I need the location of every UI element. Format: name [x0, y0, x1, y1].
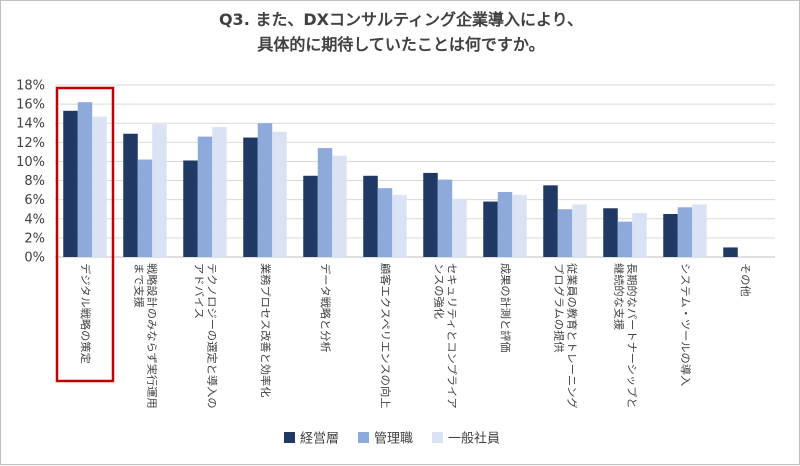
- bar: [392, 194, 407, 257]
- x-tick-label-line: 従業員の教育とトレーニング: [566, 263, 579, 409]
- bar: [197, 136, 213, 257]
- y-tick-label: 10%: [16, 155, 45, 170]
- legend-item: 管理職: [358, 432, 413, 447]
- bar: [723, 247, 738, 257]
- bar: [617, 221, 633, 257]
- bar: [423, 172, 438, 257]
- bars: [63, 102, 738, 258]
- bar: [663, 214, 678, 257]
- bar: [77, 102, 93, 257]
- y-tick-label: 12%: [16, 136, 45, 151]
- bar: [677, 207, 693, 257]
- legend-label: 経営層: [300, 432, 339, 447]
- bar: [557, 209, 573, 257]
- y-axis-ticks: 0% 2% 4% 6% 8% 10% 12% 14% 16% 18%: [16, 79, 45, 266]
- highlight-rectangle: [55, 86, 115, 383]
- x-tick-label-line: アドバイス: [193, 263, 205, 319]
- x-tick-label-line: システム・ツールの導入: [679, 263, 692, 387]
- legend: 経営層 管理職 一般社員: [284, 431, 500, 447]
- bar: [572, 204, 587, 257]
- y-tick-label: 16%: [16, 98, 45, 113]
- x-tick-label-line: 顧客エクスペリエンスの向上: [379, 263, 392, 409]
- x-tick-label-line: セキュリティとコンプライア: [446, 263, 458, 409]
- x-tick-label-line: その他: [739, 263, 752, 297]
- x-tick-label-line: データ戦略と分析: [319, 263, 332, 353]
- highlight-box: [55, 86, 115, 383]
- bar: [303, 175, 318, 257]
- gridlines: [55, 84, 775, 258]
- y-tick-label: 2%: [24, 231, 45, 246]
- x-tick-label: その他: [739, 263, 752, 297]
- bar: [92, 116, 107, 258]
- x-tick-label: データ戦略と分析: [319, 263, 332, 353]
- chart-title: Q3. また、DXコンサルティング企業導入により、具体的に期待していたことは何で…: [219, 10, 583, 54]
- x-tick-label-line: テクノロジーの選定と導入の: [206, 263, 219, 409]
- legend-label: 管理職: [374, 432, 413, 447]
- bar: [363, 175, 378, 257]
- x-tick-label-line: プログラムの提供: [553, 263, 566, 353]
- y-tick-label: 6%: [24, 193, 45, 208]
- bar: [183, 160, 198, 257]
- legend-swatch: [284, 432, 295, 443]
- bar: [543, 185, 558, 257]
- y-tick-label: 18%: [16, 79, 45, 94]
- x-tick-label: 成果の計測と評価: [499, 263, 512, 353]
- x-tick-label-line: 戦略設計のみならず実行運用: [146, 263, 159, 409]
- bar: [123, 133, 138, 257]
- bar: [437, 179, 453, 257]
- bar: [63, 110, 78, 257]
- chart-title-line: Q3. また、DXコンサルティング企業導入により、: [219, 10, 583, 29]
- legend-item: 経営層: [284, 432, 339, 447]
- bar: [512, 194, 527, 257]
- bar: [497, 192, 513, 257]
- x-tick-label-line: 成果の計測と評価: [499, 263, 512, 353]
- bar: [452, 198, 467, 257]
- legend-swatch: [358, 432, 369, 443]
- bar: [603, 208, 618, 257]
- x-tick-label: システム・ツールの導入: [679, 263, 692, 387]
- bar: [317, 148, 333, 257]
- bar: [483, 201, 498, 257]
- x-tick-label-line: デジタル戦略の策定: [79, 263, 92, 364]
- bar: [692, 204, 707, 257]
- bar: [272, 131, 287, 257]
- x-tick-label: 業務プロセス改善と効率化: [259, 263, 272, 398]
- legend-swatch: [432, 432, 443, 443]
- y-tick-label: 8%: [24, 174, 45, 189]
- x-tick-label-line: 長期的なパートナーシップと: [626, 263, 639, 409]
- bar: [332, 155, 347, 257]
- x-tick-label: 顧客エクスペリエンスの向上: [379, 263, 392, 409]
- x-tick-label-line: 業務プロセス改善と効率化: [259, 263, 272, 398]
- bar: [377, 188, 393, 257]
- bar: [152, 124, 167, 257]
- bar: [632, 213, 647, 257]
- x-tick-label-line: 継続的な支援: [613, 263, 626, 331]
- x-tick-label: デジタル戦略の策定: [79, 263, 92, 364]
- bar: [212, 127, 227, 258]
- y-tick-label: 0%: [24, 251, 45, 266]
- bar: [243, 137, 258, 257]
- x-tick-label-line: まで支援: [133, 263, 146, 308]
- bar: [137, 159, 153, 257]
- y-tick-label: 14%: [16, 117, 45, 132]
- legend-label: 一般社員: [448, 431, 500, 447]
- y-tick-label: 4%: [24, 212, 45, 227]
- x-tick-label-line: ンスの強化: [433, 263, 446, 320]
- chart-title-line: 具体的に期待していたことは何ですか。: [257, 35, 544, 54]
- legend-item: 一般社員: [432, 431, 500, 447]
- bar: [257, 123, 273, 257]
